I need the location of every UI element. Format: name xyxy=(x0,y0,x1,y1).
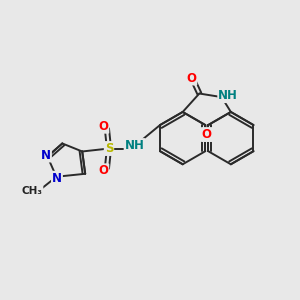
Text: S: S xyxy=(105,142,113,155)
Text: NH: NH xyxy=(218,89,238,102)
Text: N: N xyxy=(52,172,62,185)
Text: O: O xyxy=(98,120,108,133)
Text: CH₃: CH₃ xyxy=(22,186,43,196)
Text: O: O xyxy=(186,71,196,85)
Text: O: O xyxy=(202,128,212,141)
Text: O: O xyxy=(98,164,108,177)
Text: NH: NH xyxy=(124,139,145,152)
Text: N: N xyxy=(41,148,51,162)
